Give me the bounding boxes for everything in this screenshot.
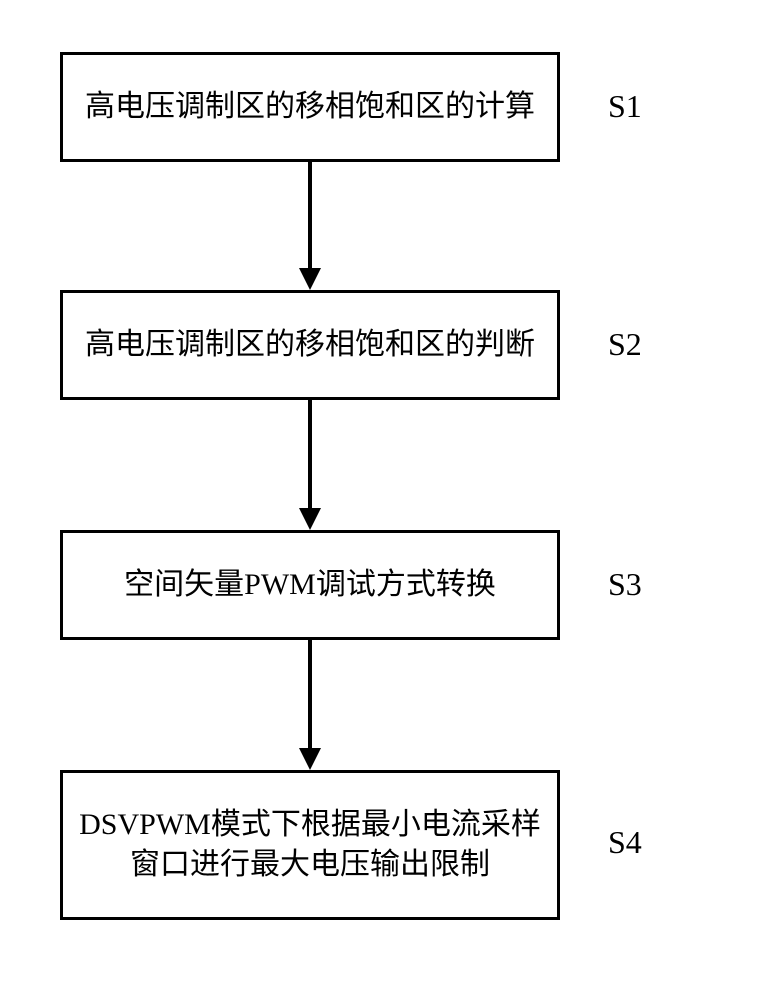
flowchart-node-s2: 高电压调制区的移相饱和区的判断 [60,290,560,400]
flowchart-arrow-3-line [308,640,312,750]
flowchart-canvas: 高电压调制区的移相饱和区的计算 S1 高电压调制区的移相饱和区的判断 S2 空间… [0,0,762,1000]
flowchart-label-s2: S2 [608,326,642,363]
node-text: 高电压调制区的移相饱和区的判断 [85,325,535,366]
flowchart-arrow-3-head [299,748,321,770]
flowchart-node-s3: 空间矢量PWM调试方式转换 [60,530,560,640]
flowchart-label-s1: S1 [608,88,642,125]
flowchart-node-s1: 高电压调制区的移相饱和区的计算 [60,52,560,162]
node-text: DSVPWM模式下根据最小电流采样窗口进行最大电压输出限制 [79,805,541,886]
flowchart-label-s4: S4 [608,824,642,861]
flowchart-arrow-2-head [299,508,321,530]
flowchart-arrow-1-head [299,268,321,290]
flowchart-arrow-2-line [308,400,312,510]
flowchart-label-s3: S3 [608,566,642,603]
flowchart-node-s4: DSVPWM模式下根据最小电流采样窗口进行最大电压输出限制 [60,770,560,920]
flowchart-arrow-1-line [308,162,312,270]
node-text: 高电压调制区的移相饱和区的计算 [85,87,535,128]
node-text: 空间矢量PWM调试方式转换 [124,565,496,606]
